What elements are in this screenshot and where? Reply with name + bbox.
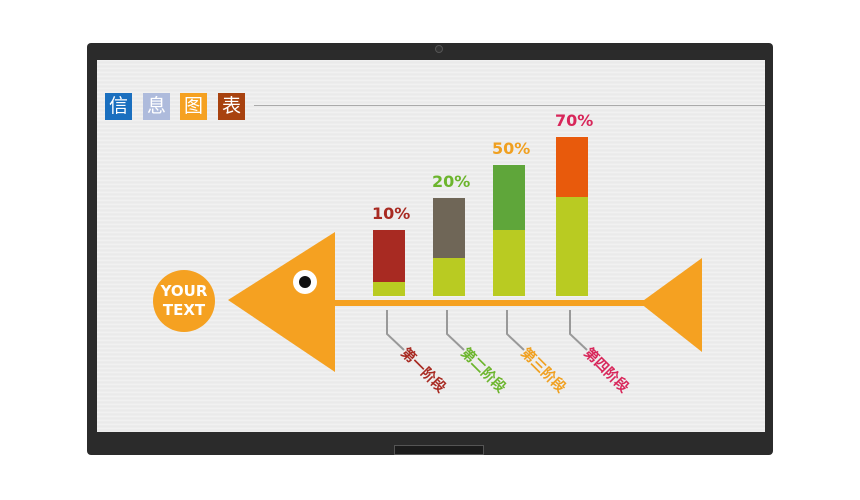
camera-icon [435, 45, 443, 53]
fish-spine [330, 300, 650, 306]
value-label: 50% [492, 139, 531, 158]
bar-base [556, 197, 588, 296]
fish-tail [640, 258, 702, 352]
value-label: 20% [432, 172, 471, 191]
bar-top [556, 137, 588, 197]
title-tile-2: 息 [143, 93, 170, 120]
title-tile-3: 图 [180, 93, 207, 120]
value-label: 70% [555, 111, 594, 130]
value-label: 10% [372, 204, 411, 223]
leader-line [446, 310, 465, 351]
title-tile-4: 表 [218, 93, 245, 120]
bar-top [493, 165, 525, 230]
bar-top [433, 198, 465, 258]
title-tile-1: 信 [105, 93, 132, 120]
fish-head [228, 232, 335, 372]
leader-line [506, 310, 525, 351]
bar-base [493, 230, 525, 296]
bar-base [433, 258, 465, 296]
title-divider [254, 105, 765, 106]
leader-line [386, 310, 405, 351]
port-panel [394, 445, 484, 455]
bar-base [373, 282, 405, 296]
your-text-circle: YOUR TEXT [153, 270, 215, 332]
leader-line [569, 310, 588, 351]
fish-pupil [299, 276, 311, 288]
bar-top [373, 230, 405, 282]
screen [97, 60, 765, 432]
